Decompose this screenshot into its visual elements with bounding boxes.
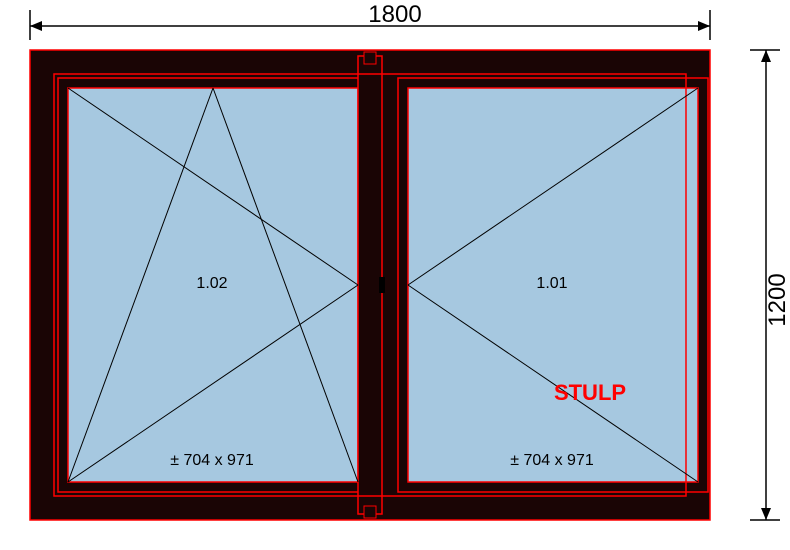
left-pane-size: ± 704 x 971 (170, 452, 254, 469)
right-pane-size: ± 704 x 971 (510, 452, 594, 469)
stulp-label: STULP (554, 380, 626, 405)
center-post (358, 56, 382, 514)
post-top-notch (364, 52, 376, 64)
right-dim-arrow-top (761, 50, 771, 62)
right-dim-arrow-bottom (761, 508, 771, 520)
top-dim-arrow-right (698, 21, 710, 31)
top-dim-arrow-left (30, 21, 42, 31)
handle-icon (379, 277, 385, 293)
right-pane-id: 1.01 (536, 275, 567, 292)
left-pane-id: 1.02 (196, 275, 227, 292)
post-bottom-notch (364, 506, 376, 518)
window-diagram: 1800 1200 1.02 1.01 ± 704 x 971 ± 704 x 971 ST… (0, 0, 790, 550)
top-dim-label: 1800 (368, 1, 421, 28)
right-dim-label: 1200 (764, 273, 790, 326)
